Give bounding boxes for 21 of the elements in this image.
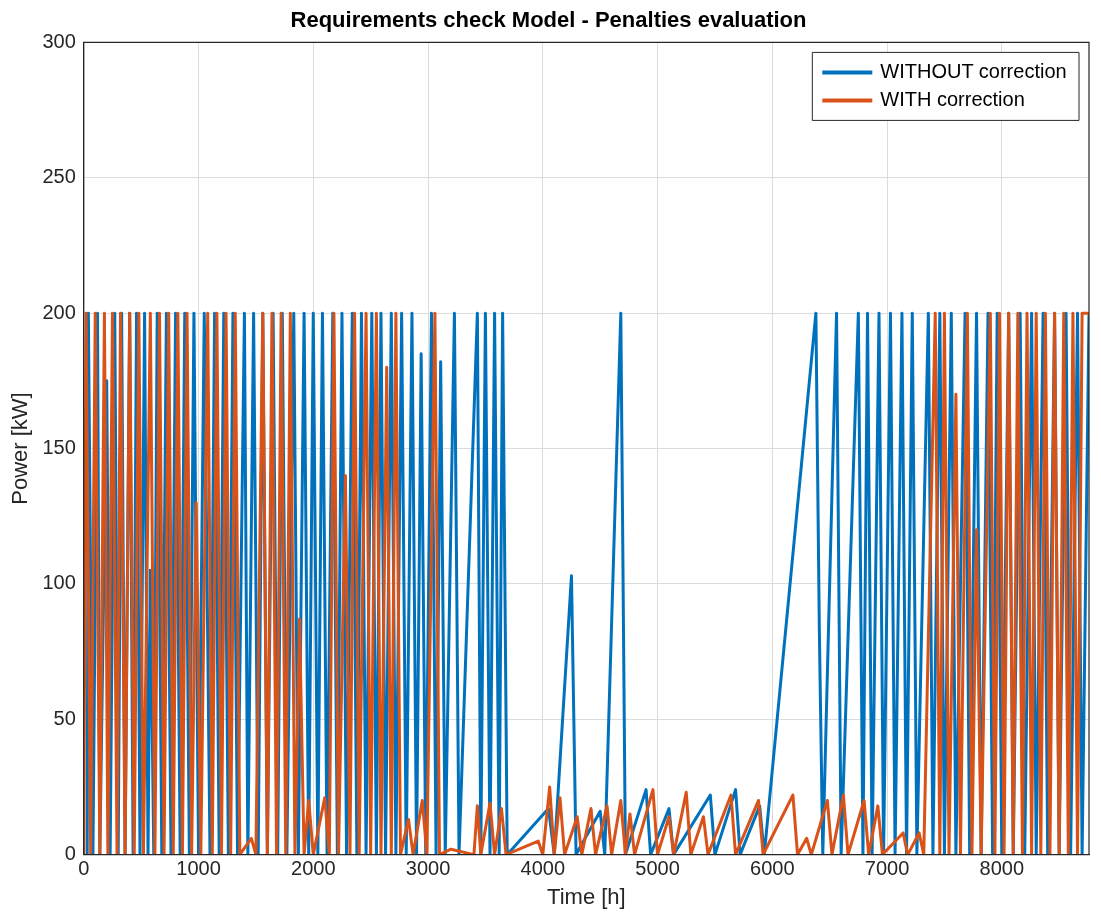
y-tick-label: 300 (42, 29, 76, 52)
x-tick-label: 5000 (635, 857, 680, 880)
x-tick-label: 7000 (864, 857, 910, 880)
legend-label: WITHOUT correction (880, 59, 1067, 82)
y-tick-label: 0 (64, 842, 76, 865)
x-axis-title: Time [h] (547, 883, 626, 909)
y-tick-label: 100 (42, 571, 76, 594)
y-tick-label: 250 (42, 165, 76, 188)
x-tick-label: 0 (78, 857, 90, 880)
x-tick-label: 1000 (176, 857, 221, 880)
x-tick-label: 3000 (405, 857, 451, 880)
legend-label: WITH correction (880, 87, 1025, 110)
y-tick-label: 200 (42, 300, 76, 323)
chart-title: Requirements check Model - Penalties evaluation (290, 7, 807, 33)
y-tick-label: 150 (42, 436, 76, 459)
y-axis-title: Power [kW] (7, 392, 33, 505)
x-tick-label: 2000 (291, 857, 336, 880)
x-tick-label: 4000 (520, 857, 566, 880)
x-tick-label: 8000 (979, 857, 1025, 880)
y-tick-label: 50 (53, 706, 76, 729)
x-tick-label: 6000 (750, 857, 795, 880)
